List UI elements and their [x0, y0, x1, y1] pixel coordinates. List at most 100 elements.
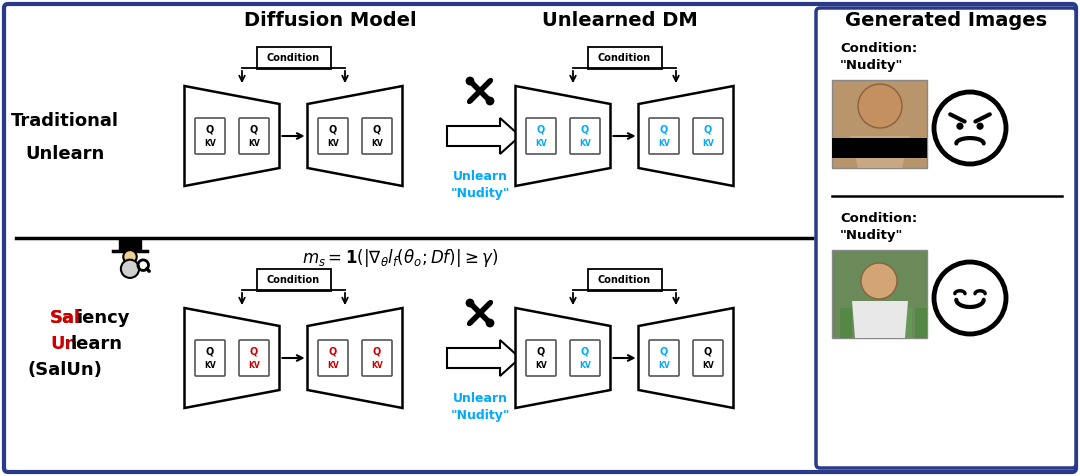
FancyBboxPatch shape: [588, 269, 661, 291]
FancyBboxPatch shape: [119, 238, 140, 251]
Text: Condition:: Condition:: [840, 211, 917, 225]
Text: Q: Q: [373, 346, 381, 356]
FancyBboxPatch shape: [526, 340, 556, 376]
Text: KV: KV: [372, 139, 383, 149]
Text: Condition: Condition: [598, 275, 651, 285]
Text: Q: Q: [537, 346, 545, 356]
Text: KV: KV: [248, 139, 260, 149]
Text: KV: KV: [579, 139, 591, 149]
FancyBboxPatch shape: [693, 340, 723, 376]
FancyBboxPatch shape: [239, 340, 269, 376]
Text: Q: Q: [249, 346, 258, 356]
Text: "Nudity": "Nudity": [840, 229, 903, 242]
Text: Q: Q: [581, 124, 589, 134]
FancyBboxPatch shape: [318, 118, 348, 154]
FancyBboxPatch shape: [649, 340, 679, 376]
Polygon shape: [852, 301, 908, 338]
FancyBboxPatch shape: [362, 340, 392, 376]
Polygon shape: [638, 308, 733, 408]
Text: KV: KV: [248, 361, 260, 370]
Circle shape: [121, 260, 139, 278]
Text: KV: KV: [204, 139, 216, 149]
Text: $m_s = \mathbf{1}(|\nabla_\theta l_f(\theta_o; Df)| \geq \gamma)$: $m_s = \mathbf{1}(|\nabla_\theta l_f(\th…: [302, 247, 498, 269]
Text: Generated Images: Generated Images: [845, 11, 1048, 30]
Text: Sal: Sal: [50, 309, 81, 327]
FancyBboxPatch shape: [832, 250, 927, 338]
Circle shape: [486, 318, 495, 327]
FancyBboxPatch shape: [318, 340, 348, 376]
Text: KV: KV: [658, 139, 670, 149]
Text: KV: KV: [327, 361, 339, 370]
Text: "Nudity": "Nudity": [450, 188, 510, 200]
Polygon shape: [447, 118, 519, 154]
Text: KV: KV: [579, 361, 591, 370]
FancyBboxPatch shape: [239, 118, 269, 154]
Text: Q: Q: [329, 124, 337, 134]
Text: Sal: Sal: [50, 309, 81, 327]
Polygon shape: [308, 308, 403, 408]
Text: (SalUn): (SalUn): [28, 361, 103, 379]
Text: Q: Q: [206, 124, 214, 134]
FancyBboxPatch shape: [195, 118, 225, 154]
Text: KV: KV: [327, 139, 339, 149]
Text: Q: Q: [206, 346, 214, 356]
Polygon shape: [308, 86, 403, 186]
Circle shape: [977, 123, 983, 129]
Text: Condition: Condition: [267, 275, 320, 285]
Circle shape: [858, 84, 902, 128]
Text: Q: Q: [581, 346, 589, 356]
Text: Q: Q: [660, 124, 669, 134]
Text: Diffusion Model: Diffusion Model: [244, 11, 416, 30]
Polygon shape: [638, 86, 733, 186]
Circle shape: [861, 263, 897, 299]
Text: KV: KV: [658, 361, 670, 370]
Circle shape: [858, 84, 902, 128]
Text: KV: KV: [535, 139, 546, 149]
Text: Condition:: Condition:: [840, 41, 917, 54]
Text: KV: KV: [702, 139, 714, 149]
FancyBboxPatch shape: [195, 340, 225, 376]
Text: "Nudity": "Nudity": [840, 60, 903, 72]
Text: Q: Q: [373, 124, 381, 134]
FancyBboxPatch shape: [570, 118, 600, 154]
Polygon shape: [447, 340, 519, 376]
Text: Q: Q: [329, 346, 337, 356]
Bar: [832, 138, 927, 158]
Text: Q: Q: [249, 124, 258, 134]
Polygon shape: [850, 136, 910, 168]
Text: "Nudity": "Nudity": [450, 409, 510, 423]
Text: Q: Q: [704, 346, 712, 356]
Text: Condition: Condition: [267, 53, 320, 63]
Circle shape: [934, 262, 1005, 334]
Circle shape: [465, 298, 474, 307]
Text: KV: KV: [535, 361, 546, 370]
Text: Q: Q: [537, 124, 545, 134]
Text: Q: Q: [704, 124, 712, 134]
FancyBboxPatch shape: [362, 118, 392, 154]
Text: Un: Un: [50, 335, 78, 353]
FancyBboxPatch shape: [257, 47, 330, 69]
FancyBboxPatch shape: [257, 269, 330, 291]
Text: Traditional: Traditional: [11, 112, 119, 130]
Text: Condition: Condition: [598, 53, 651, 63]
FancyBboxPatch shape: [526, 118, 556, 154]
Text: Q: Q: [660, 346, 669, 356]
FancyBboxPatch shape: [570, 340, 600, 376]
Text: Unlearned DM: Unlearned DM: [542, 11, 698, 30]
Bar: [900, 308, 912, 338]
Circle shape: [957, 123, 962, 129]
Text: Unlearn: Unlearn: [25, 145, 105, 163]
Polygon shape: [185, 308, 280, 408]
Text: Unlearn: Unlearn: [453, 391, 508, 405]
Bar: [855, 308, 867, 338]
Text: KV: KV: [702, 361, 714, 370]
FancyBboxPatch shape: [816, 8, 1076, 468]
Text: iency: iency: [77, 309, 131, 327]
Polygon shape: [515, 86, 610, 186]
Text: KV: KV: [372, 361, 383, 370]
Polygon shape: [515, 308, 610, 408]
Polygon shape: [185, 86, 280, 186]
FancyBboxPatch shape: [832, 80, 927, 168]
Bar: [915, 308, 927, 338]
Text: Unlearn: Unlearn: [453, 169, 508, 182]
